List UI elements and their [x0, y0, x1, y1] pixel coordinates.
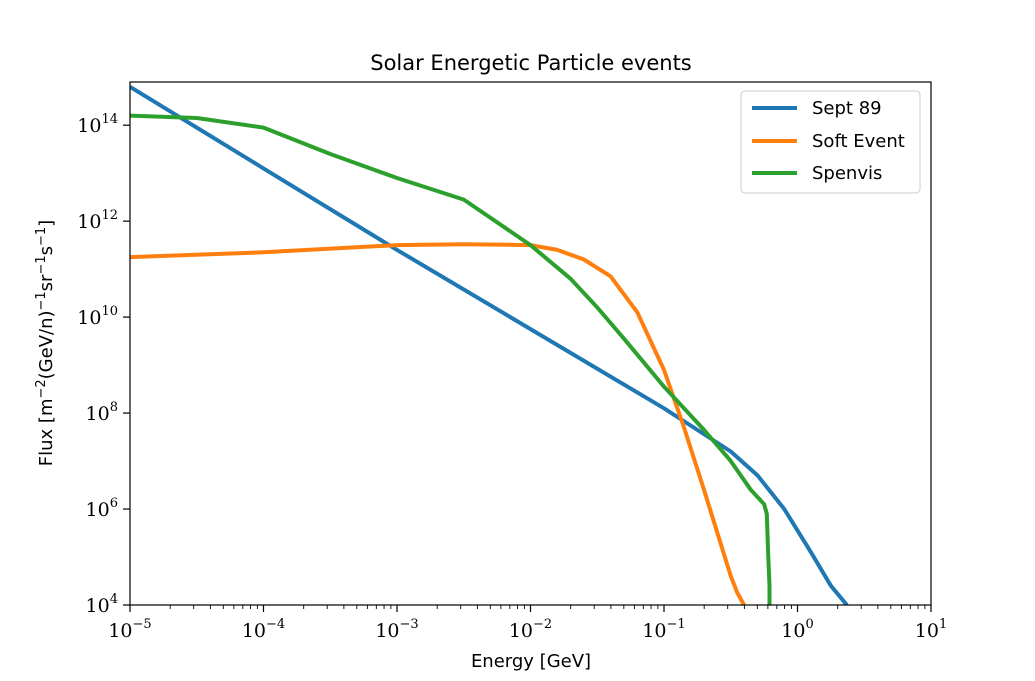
x-axis-label: Energy [GeV] — [471, 651, 591, 672]
ticks-layer: 10−5 10−4 10−3 10−2 10−1 100 101 104 106 108 1010 1… — [77, 112, 947, 642]
y-tick-label: 106 — [86, 496, 118, 521]
series-line-sept-89 — [130, 85, 849, 605]
x-tick-label: 10−2 — [509, 617, 552, 642]
series-layer — [130, 85, 849, 605]
legend: Sept 89 Soft Event Spenvis — [740, 90, 921, 194]
y-tick-label: 104 — [86, 592, 118, 617]
legend-box — [740, 90, 921, 194]
y-tick-label: 1014 — [77, 112, 118, 137]
x-tick-label: 10−3 — [375, 617, 418, 642]
x-tick-label: 10−5 — [108, 617, 151, 642]
x-tick-label: 100 — [781, 617, 813, 642]
x-tick-label: 101 — [915, 617, 947, 642]
legend-label-sept-89: Sept 89 — [812, 98, 882, 119]
series-line-spenvis — [130, 113, 772, 605]
y-axis-label: Flux [m−2(GeV/n)−1sr−1s−1] — [34, 220, 57, 466]
series-line-soft-event — [130, 242, 746, 605]
y-tick-label: 1010 — [77, 304, 118, 329]
x-tick-label: 10−1 — [642, 617, 685, 642]
legend-label-spenvis: Spenvis — [812, 163, 882, 184]
chart-title: Solar Energetic Particle events — [370, 51, 692, 75]
y-tick-label: 1012 — [77, 208, 118, 233]
y-tick-label: 108 — [86, 400, 118, 425]
legend-label-soft-event: Soft Event — [812, 131, 905, 152]
x-tick-label: 10−4 — [242, 617, 285, 642]
